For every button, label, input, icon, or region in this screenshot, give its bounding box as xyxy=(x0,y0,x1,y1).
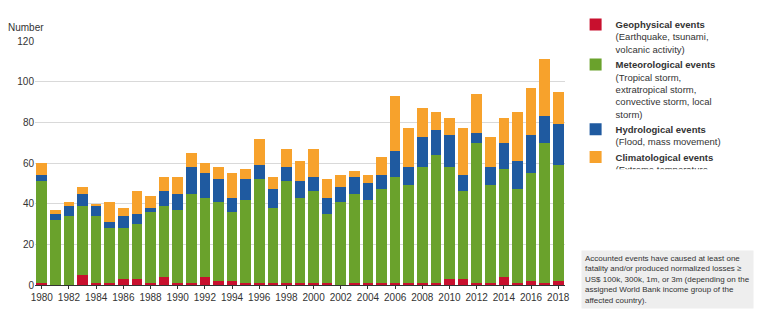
svg-text:1984: 1984 xyxy=(85,292,108,303)
svg-text:Number: Number xyxy=(8,22,44,33)
svg-text:100: 100 xyxy=(17,76,34,87)
svg-text:2006: 2006 xyxy=(384,292,407,303)
svg-text:60: 60 xyxy=(23,158,35,169)
svg-text:0: 0 xyxy=(28,280,34,291)
svg-text:120: 120 xyxy=(17,36,34,47)
svg-text:Hydrological events(Flood, mas: Hydrological events(Flood, mass movement… xyxy=(616,124,721,147)
svg-text:1980: 1980 xyxy=(31,292,54,303)
svg-text:2004: 2004 xyxy=(357,292,380,303)
svg-text:2012: 2012 xyxy=(466,292,489,303)
svg-text:80: 80 xyxy=(23,117,35,128)
svg-text:20: 20 xyxy=(23,239,35,250)
svg-text:1996: 1996 xyxy=(248,292,271,303)
svg-text:1986: 1986 xyxy=(112,292,135,303)
svg-text:Climatological events(Extreme: Climatological events(Extreme temperatur… xyxy=(616,152,714,170)
svg-text:1990: 1990 xyxy=(167,292,190,303)
html-text:drought, forest fire): drought, forest fire) xyxy=(615,176,696,188)
svg-text:2016: 2016 xyxy=(520,292,543,303)
svg-text:2002: 2002 xyxy=(330,292,353,303)
svg-text:Accounted events have caused a: Accounted events have caused at least on… xyxy=(585,254,750,305)
svg-text:1998: 1998 xyxy=(275,292,298,303)
svg-text:1994: 1994 xyxy=(221,292,244,303)
svg-text:1982: 1982 xyxy=(58,292,81,303)
svg-text:Geophysical events(Earthquake,: Geophysical events(Earthquake, tsunami,v… xyxy=(616,19,709,55)
svg-text:2010: 2010 xyxy=(438,292,461,303)
svg-text:2000: 2000 xyxy=(302,292,325,303)
svg-text:2018: 2018 xyxy=(547,292,570,303)
svg-text:40: 40 xyxy=(23,198,35,209)
svg-text:2008: 2008 xyxy=(411,292,434,303)
svg-text:1988: 1988 xyxy=(139,292,162,303)
svg-text:Meteorological events(Tropical: Meteorological events(Tropical storm,ext… xyxy=(616,59,716,119)
svg-text:1992: 1992 xyxy=(194,292,217,303)
svg-text:2014: 2014 xyxy=(493,292,516,303)
